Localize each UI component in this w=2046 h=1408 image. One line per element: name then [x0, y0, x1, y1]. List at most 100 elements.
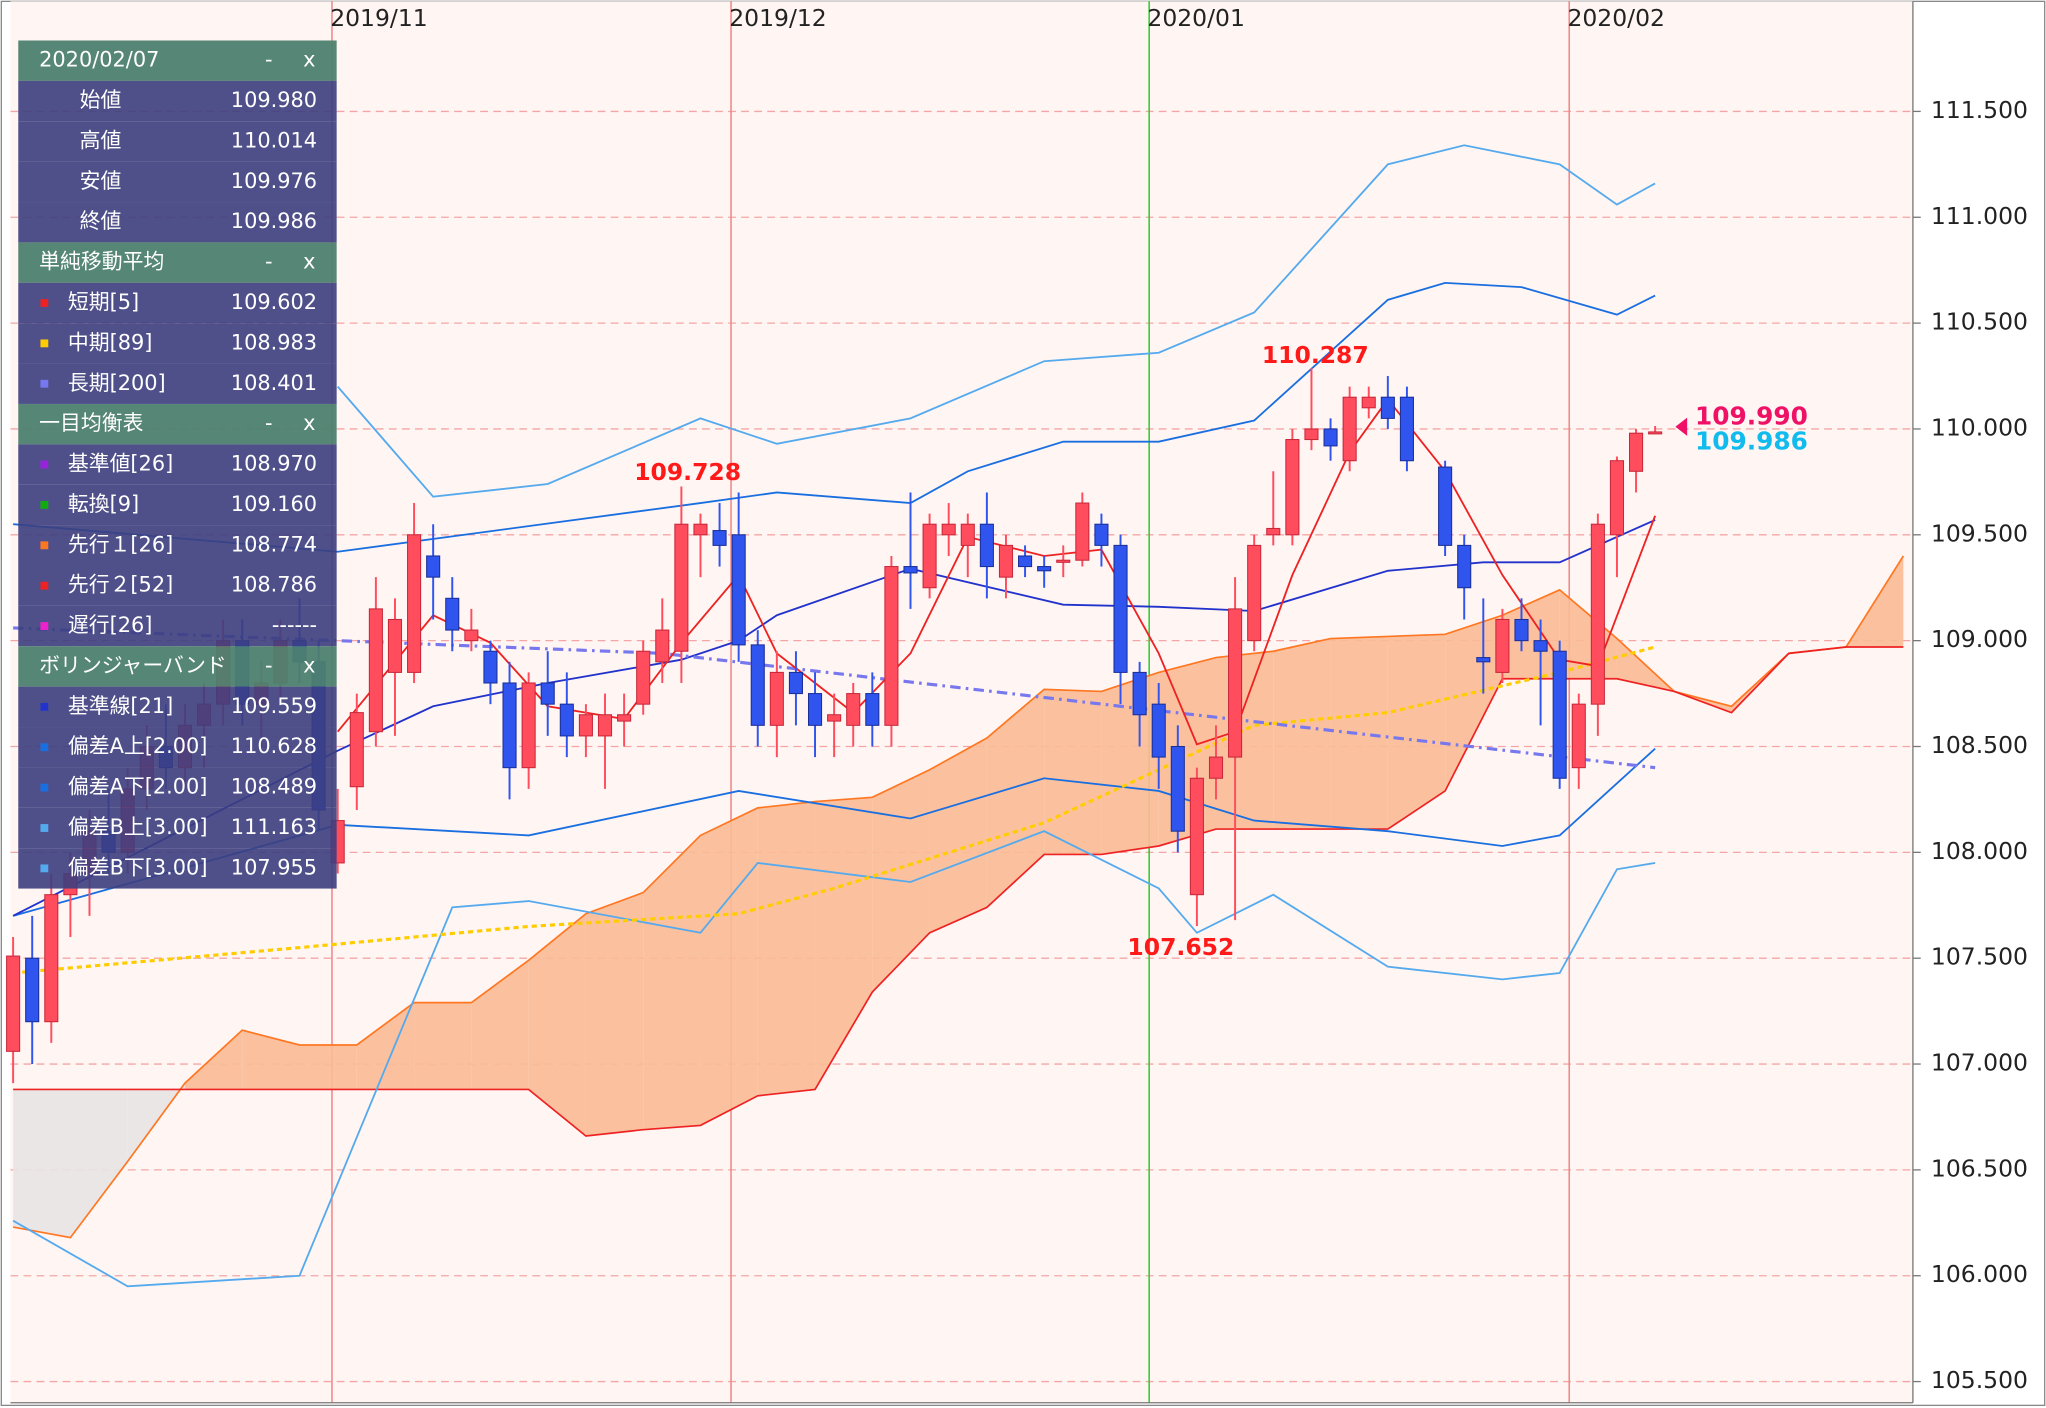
panel-title: ボリンジャーバンド: [39, 653, 227, 677]
indicator-label: 中期[89]: [68, 330, 153, 354]
y-tick-label: 108.500: [1931, 731, 2028, 759]
candle-body: [597, 714, 613, 737]
legend-swatch: [40, 702, 49, 711]
candle-body: [1094, 523, 1109, 546]
candle-body: [636, 650, 651, 705]
cloud-fill: [986, 689, 1045, 908]
y-tick-label: 109.000: [1931, 625, 2028, 653]
indicator-line: [12, 645, 1656, 975]
candle-body: [1609, 460, 1625, 536]
cloud-fill: [1273, 638, 1331, 830]
indicator-label: 基準線[21]: [68, 694, 173, 718]
cloud-fill: [700, 807, 758, 1126]
candle-body: [1266, 527, 1281, 536]
candle-body: [865, 693, 880, 726]
candle-body: [807, 693, 823, 726]
price-marker: [1675, 417, 1688, 436]
candle-body: [1629, 432, 1644, 472]
minimize-button[interactable]: -: [265, 48, 273, 72]
panel-row: [18, 525, 337, 566]
indicator-value: 108.970: [231, 452, 317, 476]
panel-row: [18, 686, 337, 728]
candle-body: [368, 608, 383, 733]
candle-body: [1304, 428, 1319, 441]
candle-body: [502, 682, 517, 769]
cloud-fill: [528, 913, 586, 1137]
panel-row: [18, 444, 337, 485]
legend-swatch: [40, 500, 49, 509]
close-button[interactable]: x: [303, 653, 315, 677]
minimize-button[interactable]: -: [265, 250, 273, 274]
panel-title: 単純移動平均: [39, 250, 164, 274]
indicator-value: 109.160: [231, 492, 317, 516]
candle-body: [1189, 777, 1204, 896]
y-tick-label: 107.000: [1931, 1049, 2028, 1077]
candle-body: [960, 523, 975, 546]
panel-header: [18, 646, 337, 687]
legend-swatch: [40, 743, 49, 752]
minimize-button[interactable]: -: [265, 653, 273, 677]
candle-body: [1457, 544, 1472, 589]
indicator-line: [13, 626, 1656, 770]
annotation: 110.287: [1262, 341, 1369, 369]
candle-body: [1018, 555, 1033, 568]
candle-body: [6, 955, 21, 1052]
cloud-fill: [643, 835, 701, 1130]
candle-body: [1590, 523, 1605, 705]
ohlc-label: 高値: [80, 128, 122, 152]
cloud-fill: [585, 892, 644, 1137]
indicator-line: [13, 281, 1656, 553]
candle-body: [1247, 544, 1262, 642]
x-tick-label: 2020/01: [1147, 4, 1245, 32]
candle-body: [1170, 745, 1185, 832]
candle-body: [1037, 566, 1052, 572]
close-button[interactable]: x: [303, 250, 315, 274]
panel-row: [18, 767, 337, 808]
candle-body: [25, 957, 40, 1023]
y-tick-label: 106.500: [1931, 1154, 2028, 1182]
y-tick-label: 111.500: [1931, 96, 2028, 124]
panel-row: [18, 848, 337, 889]
candle-body: [426, 555, 441, 578]
candle-body: [559, 703, 574, 737]
indicator-label: 偏差A上[2.00]: [68, 734, 208, 758]
candle-body: [1438, 466, 1453, 546]
close-button[interactable]: x: [303, 411, 315, 435]
candle-body: [769, 671, 784, 726]
annotation: 107.652: [1127, 933, 1234, 961]
ohlc-value: 109.986: [231, 209, 317, 233]
panel-header: [18, 242, 337, 283]
panel-row: [18, 484, 337, 526]
candle-body: [578, 714, 593, 737]
candle-body: [731, 534, 746, 646]
cloud-fill: [1101, 672, 1159, 855]
y-tick-label: 110.000: [1931, 413, 2028, 441]
cloud-fill: [757, 801, 816, 1096]
legend-swatch: [40, 379, 49, 388]
panel-title: 2020/02/07: [39, 48, 159, 72]
cloud-fill: [1330, 636, 1388, 830]
cloud-fill: [1158, 657, 1216, 846]
candle-body: [387, 618, 403, 673]
candle-body: [1514, 618, 1529, 642]
minimize-button[interactable]: -: [265, 411, 273, 435]
close-button[interactable]: x: [303, 48, 315, 72]
cloud-span: [13, 646, 1904, 1137]
candle-body: [1151, 703, 1166, 758]
ohlc-label: 始値: [80, 88, 122, 112]
indicator-label: 短期[5]: [68, 290, 139, 314]
indicator-line: [12, 747, 1656, 917]
panel-row: [18, 282, 337, 324]
x-tick-label: 2019/12: [729, 4, 827, 32]
indicator-label: 先行２[52]: [68, 573, 173, 597]
price-label: 109.990: [1695, 402, 1808, 431]
cloud-span: [12, 555, 1905, 1239]
indicator-value: 108.401: [231, 371, 317, 395]
indicator-label: 偏差B下[3.00]: [68, 855, 208, 879]
candle-body: [1323, 428, 1338, 447]
cloud-fill: [13, 1089, 71, 1238]
candle-body: [674, 523, 689, 652]
y-tick-label: 107.500: [1931, 943, 2028, 971]
indicator-value: 107.955: [231, 855, 317, 879]
cloud-fill: [929, 738, 987, 933]
